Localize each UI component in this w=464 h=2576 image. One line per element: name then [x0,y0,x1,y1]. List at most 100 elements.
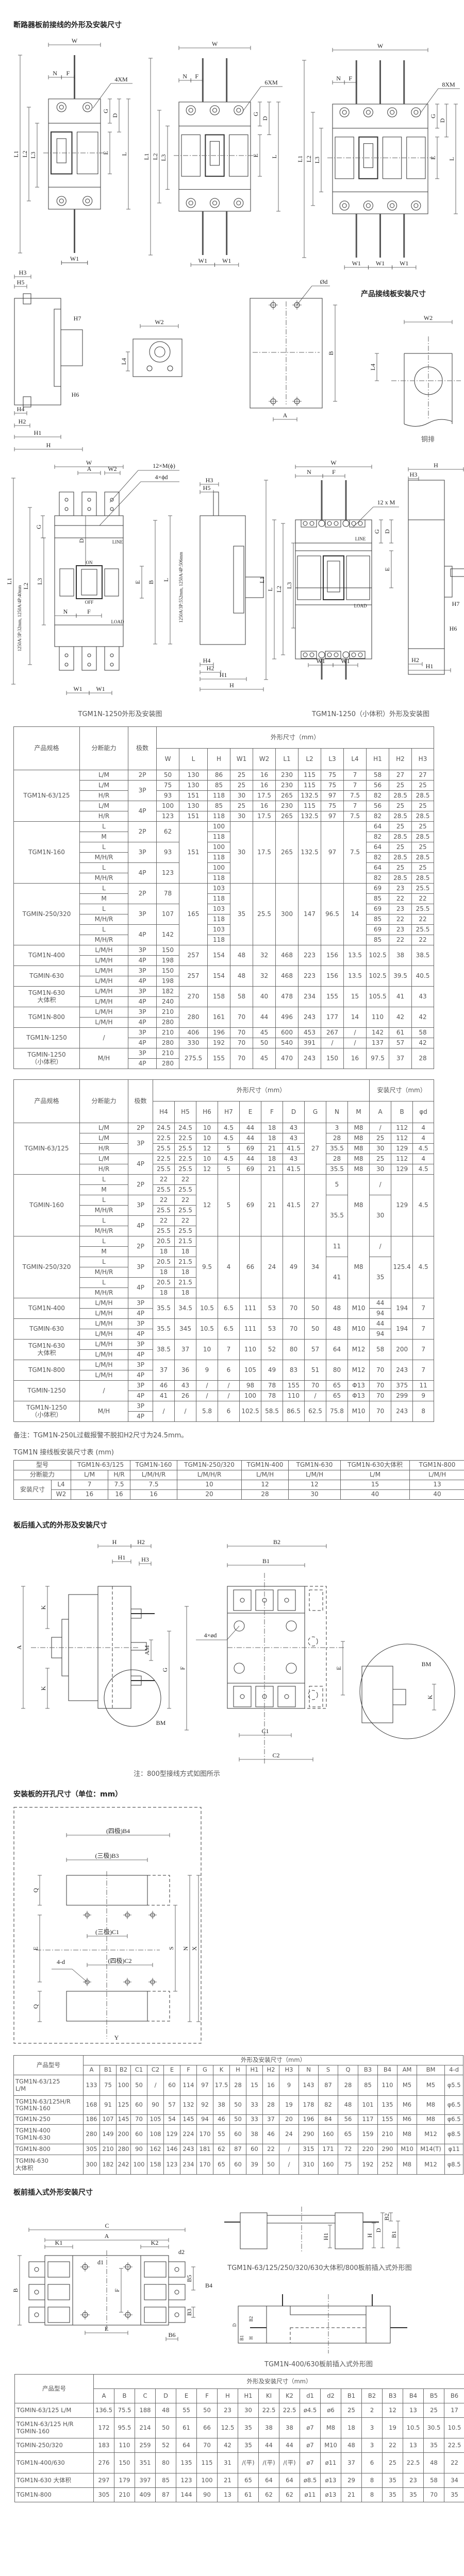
table-cell: 50 [262,2155,279,2175]
section-title-panel-cutout: 安装板的开孔尺寸（单位：mm） [13,1790,123,1799]
table-cell: 35 [382,2487,403,2502]
table-cell: 115 [196,2452,218,2473]
header-cell: W [156,748,179,770]
header-cell: B5 [423,2388,444,2403]
table-cell: 23 [389,904,412,914]
dimension-label: B2 [248,2316,254,2322]
table-cell: 66 [239,1236,261,1298]
table-cell: 93 [156,790,179,801]
table-cell: 40.5 [411,965,435,987]
table-cell: 22 [174,1195,196,1206]
drawing-hole [82,196,93,206]
table-cell: 28.5 [411,790,435,801]
table-cell: 118 [207,873,230,884]
table-cell: 2P [128,770,157,781]
header-cell: W2 [253,748,276,770]
dimension-label: E [384,567,391,571]
drawing-outline [444,566,453,598]
header-cell: 分断能力 [79,1079,128,1123]
table-cell: TGMIN-250/320 [14,2438,94,2453]
table-cell: 102.5 [366,945,389,966]
table-cell: 6 [218,1360,240,1381]
drawing-hole [87,653,91,657]
table-cell: 22 [411,914,435,925]
table-cell: 78 [261,1380,283,1391]
table-cell: 53 [261,1298,283,1319]
table-cell: M/H/R [79,1226,128,1236]
table-cell: 41 [153,1391,175,1401]
table-cell: 4.5 [218,1154,240,1164]
drawing-outline [349,651,366,659]
table-cell: / [79,1027,128,1048]
dimension-label: G [102,109,109,113]
table-cell: 30 [230,821,253,884]
table-cell: 97 [321,821,344,884]
dimension-label: L [162,578,170,582]
table-cell: 5 [218,1164,240,1175]
header-cell: 极数 [128,1079,153,1123]
table-cell: 6.5 [218,1318,240,1340]
table-cell: 55 [213,2124,230,2144]
table-cell: M12 [417,2155,445,2175]
table-cell: 24 [261,1236,283,1298]
table-cell: 25.5 [153,1143,175,1154]
dimension-label: H6 [450,625,457,632]
table-cell: 90 [130,2144,147,2155]
dimension-label: F [195,73,198,80]
table-cell: 21.5 [174,1236,196,1247]
dimension-label: BM [156,1719,166,1726]
table-cell: 9 [196,1360,218,1381]
table-cell: 82 [366,811,389,822]
table-cell: M8 [347,1133,370,1144]
table-cell: 66 [196,2417,218,2438]
table-cell: H/R [79,790,128,801]
table-row: TGM1N-63/125H/R TGM1N-160 168 91 125 60 90 57 1… [13,2095,464,2115]
table-cell: 70 [369,1401,392,1422]
table-row: TGM1N-400 L/M/H 3P 150 257 154 48 32 468 223 156 13… [13,945,435,966]
drawing-outline [60,329,83,366]
dimension-label: D [78,538,85,543]
table-cell: 86.5 [283,1401,305,1422]
dimension-label: LOAD [354,603,367,608]
table-cell: TGMIN-63/125 L/M [14,2403,94,2418]
table-cell: 105 [239,1360,261,1381]
drawing-outline [245,577,264,598]
table-cell: 118 [207,914,230,925]
table-cell: 265 [275,811,299,822]
header-cell: H [217,2388,238,2403]
table-cell: 87 [318,2075,338,2096]
table-cell: 170 [196,2124,213,2144]
table-cell: 50 [229,2114,246,2125]
table-cell: 151 [179,821,208,884]
table-cell: 41 [389,986,412,1007]
table-cell: 35 [369,1257,392,1298]
table-cell: 61 [389,1027,412,1038]
table-row: 安装尺寸 L4 7 7.5 7.5 10 12 12 15 13 [13,1480,464,1500]
table-cell: / [369,1174,392,1195]
drawing-outline [250,298,323,409]
dimension-label: K [40,1686,47,1690]
table-cell: 210 [156,1048,179,1059]
table-cell: 107 [156,904,179,925]
table-cell: L/M/H [79,955,128,966]
header-cell: 型号 [13,1460,72,1470]
table-cell: TGM1N-63/125 [13,770,80,822]
table-cell: M10 [347,1298,370,1319]
table-cell: 58 [369,1339,392,1360]
table-cell: 230 [275,801,299,811]
table-cell: 186 [83,2114,100,2125]
dimension-label: B1 [262,1557,270,1565]
table-cell: 4P [128,1154,153,1175]
table-cell: 16 [71,1489,109,1500]
table-cell: 234 [180,2155,197,2175]
table-cell: 103 [207,904,230,914]
table-cell: L/M/H [79,1298,128,1309]
drawing-outline [332,104,428,214]
table-cell: 25 [411,780,435,791]
table-cell: 100 [239,1391,261,1401]
table-cell: 4P [128,1411,153,1422]
table-cell: 453 [298,1027,321,1038]
table-cell: 15 [343,986,367,1007]
header-cell: 外形及安装尺寸（mm） [93,2374,464,2389]
table-row: L/M/H 4P 198 [14,976,434,987]
